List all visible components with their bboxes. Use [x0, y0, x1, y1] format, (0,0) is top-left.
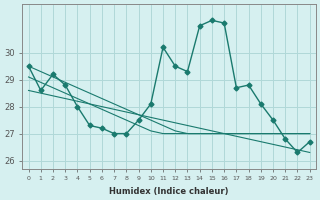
X-axis label: Humidex (Indice chaleur): Humidex (Indice chaleur): [109, 187, 229, 196]
